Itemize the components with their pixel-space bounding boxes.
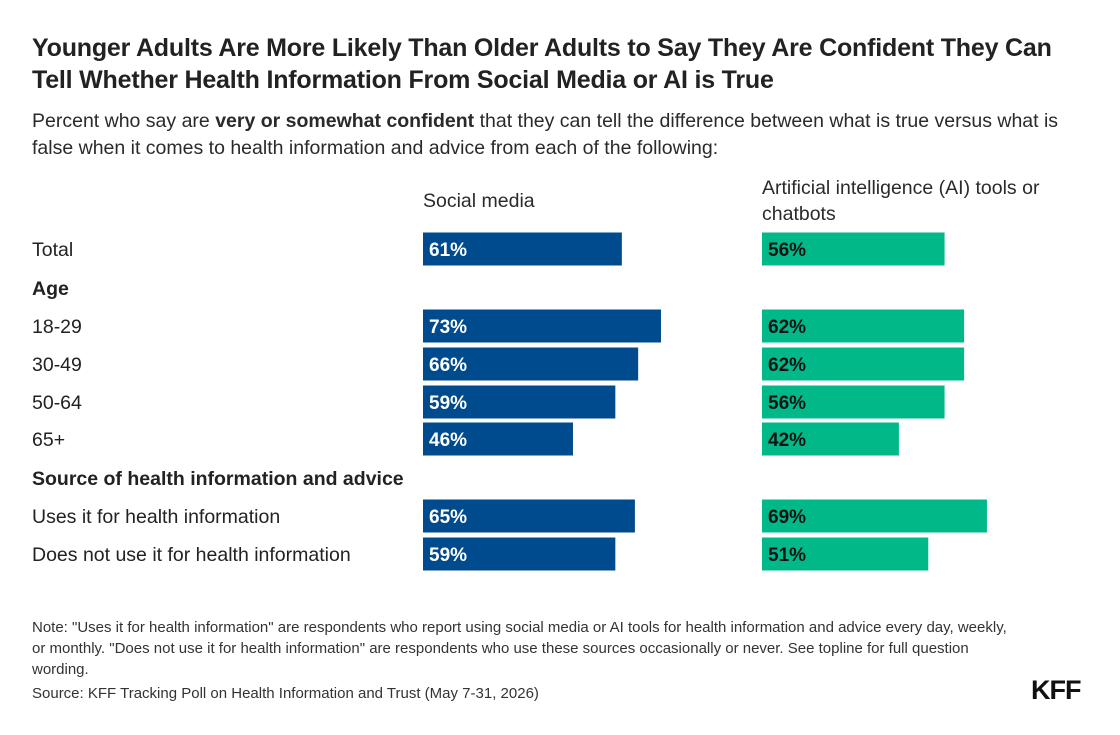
column-header-social-media: Social media <box>423 190 535 212</box>
bar-ai-total <box>762 232 945 266</box>
bar-social-media-does-not-use-it-for-health-information <box>423 537 616 571</box>
data-label-ai-does-not-use-it-for-health-information: 51% <box>768 545 806 566</box>
bar-social-media-18-29 <box>423 309 661 343</box>
chart-source: Source: KFF Tracking Poll on Health Info… <box>32 685 539 702</box>
row-label-uses-it-for-health-information: Uses it for health information <box>32 506 280 528</box>
row-label-50-64: 50-64 <box>32 392 82 414</box>
kff-logo: KFF <box>1031 675 1081 705</box>
data-label-social-media-total: 61% <box>429 240 467 261</box>
data-label-ai-30-49: 62% <box>768 355 806 376</box>
bar-ai-18-29 <box>762 309 965 343</box>
subtitle-text-after: that they can tell the difference betwee… <box>32 110 1059 159</box>
chart-note: Note: "Uses it for health information" a… <box>32 619 1007 678</box>
bar-social-media-65 <box>423 422 573 456</box>
bar-ai-65 <box>762 422 899 456</box>
data-label-social-media-50-64: 59% <box>429 393 467 414</box>
subtitle-text-before: Percent who say are <box>32 110 216 132</box>
row-label-65: 65+ <box>32 429 65 451</box>
chart-title: Younger Adults Are More Likely Than Olde… <box>32 34 1052 94</box>
data-label-social-media-uses-it-for-health-information: 65% <box>429 507 467 528</box>
bar-social-media-30-49 <box>423 347 639 381</box>
data-label-ai-total: 56% <box>768 240 806 261</box>
bar-ai-uses-it-for-health-information <box>762 499 987 533</box>
data-label-social-media-30-49: 66% <box>429 355 467 376</box>
bar-social-media-uses-it-for-health-information <box>423 499 635 533</box>
bar-ai-does-not-use-it-for-health-information <box>762 537 929 571</box>
bar-ai-50-64 <box>762 385 945 419</box>
data-label-social-media-65: 46% <box>429 430 467 451</box>
data-label-ai-65: 42% <box>768 430 806 451</box>
subtitle-emphasis: very or somewhat confident <box>215 110 475 132</box>
group-header-age: Age <box>32 278 69 300</box>
bar-ai-30-49 <box>762 347 965 381</box>
row-label-18-29: 18-29 <box>32 316 82 338</box>
data-label-ai-18-29: 62% <box>768 317 806 338</box>
column-header-ai-tools: Artificial intelligence (AI) tools or ch… <box>762 177 1040 225</box>
chart-subtitle: Percent who say are very or somewhat con… <box>32 108 1102 162</box>
data-label-ai-50-64: 56% <box>768 393 806 414</box>
data-label-social-media-18-29: 73% <box>429 317 467 338</box>
data-label-ai-uses-it-for-health-information: 69% <box>768 507 806 528</box>
row-label-30-49: 30-49 <box>32 354 82 376</box>
bar-social-media-50-64 <box>423 385 616 419</box>
row-label-does-not-use-it-for-health-information: Does not use it for health information <box>32 544 351 566</box>
bar-social-media-total <box>423 232 622 266</box>
group-header-source-of-health-information-and-advice: Source of health information and advice <box>32 468 404 490</box>
row-label-total: Total <box>32 239 73 261</box>
data-label-social-media-does-not-use-it-for-health-information: 59% <box>429 545 467 566</box>
